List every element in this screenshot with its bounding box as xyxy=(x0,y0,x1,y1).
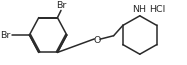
Text: HCl: HCl xyxy=(149,5,165,14)
Text: Br: Br xyxy=(0,30,11,40)
Text: O: O xyxy=(93,36,101,45)
Text: Br: Br xyxy=(56,1,66,10)
Text: NH: NH xyxy=(132,5,146,14)
